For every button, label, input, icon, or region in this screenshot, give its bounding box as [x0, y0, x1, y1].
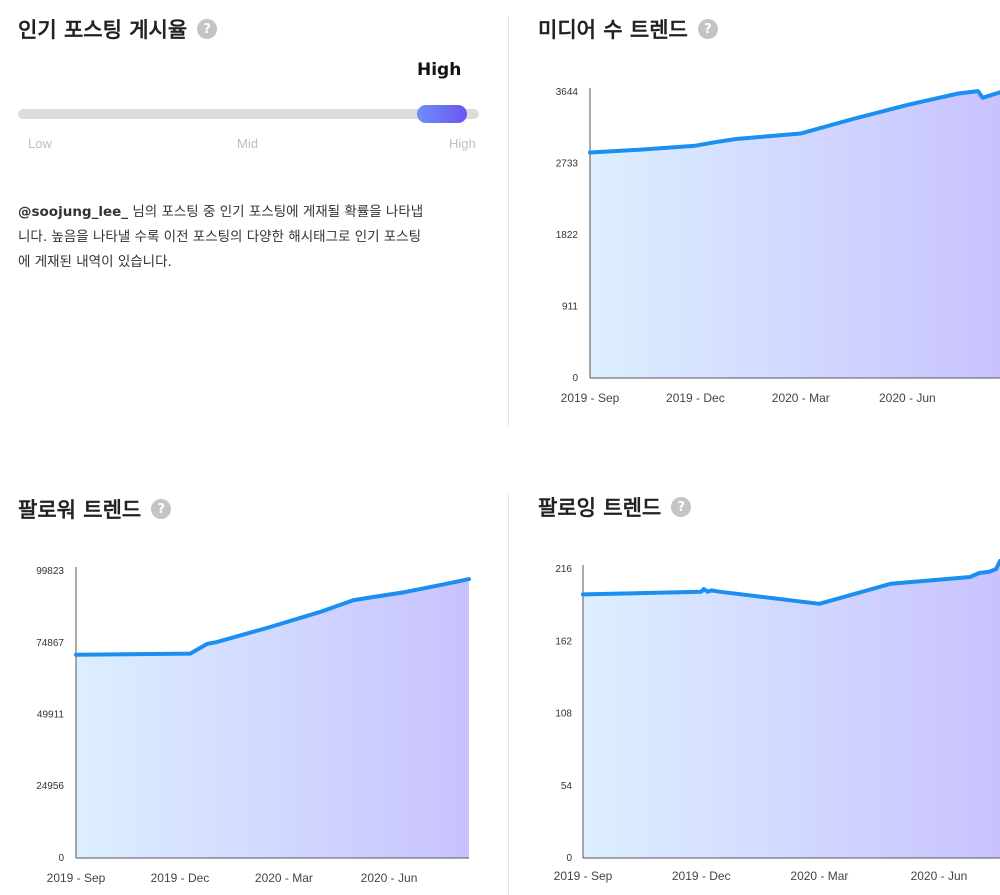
description-line-1: @soojung_lee_ 님의 포스팅 중 인기 포스팅에 게재될 확률을 나…	[18, 200, 480, 225]
y-tick-label: 0	[566, 853, 572, 864]
y-tick-label: 0	[572, 373, 578, 384]
media-trend-title: 미디어 수 트렌드 ?	[538, 14, 718, 44]
follower-trend-title-text: 팔로워 트렌드	[18, 498, 142, 522]
description-text-1: 님의 포스팅 중 인기 포스팅에 게재될 확률을 나타냅	[128, 204, 424, 220]
x-tick-label: 2019 - Sep	[47, 871, 106, 885]
rate-tick-low: Low	[28, 136, 52, 151]
y-tick-label: 108	[555, 709, 572, 720]
x-tick-label: 2020 - Mar	[772, 391, 830, 405]
y-tick-label: 0	[58, 853, 64, 864]
y-tick-label: 216	[555, 564, 572, 575]
help-icon[interactable]: ?	[697, 19, 718, 39]
x-tick-label: 2020 - Mar	[255, 871, 313, 885]
y-tick-label: 49911	[37, 710, 65, 721]
media-trend-title-text: 미디어 수 트렌드	[538, 18, 688, 42]
x-tick-label: 2020 - Mar	[790, 869, 848, 883]
rate-tick-high: High	[449, 136, 476, 151]
x-tick-label: 2019 - Dec	[672, 869, 731, 883]
y-tick-label: 2733	[556, 159, 579, 170]
following-trend-chart: 0 54 108 162 216 2019 - Sep 2019 - Dec 2020 - M…	[554, 559, 1000, 883]
area-fill-media	[590, 91, 1000, 378]
y-tick-label: 911	[562, 302, 578, 313]
x-tick-label: 2020 - Jun	[911, 869, 968, 883]
series-line-following	[581, 559, 1000, 606]
y-tick-label: 74867	[36, 638, 64, 649]
follower-trend-title: 팔로워 트렌드 ?	[18, 494, 172, 524]
rate-fill-indicator	[417, 105, 467, 123]
description-line-3: 에 게재된 내역이 있습니다.	[18, 254, 172, 270]
help-icon[interactable]: ?	[671, 497, 692, 517]
description-line-2: 니다. 높음을 나타낼 수록 이전 포스팅의 다양한 해시태그로 인기 포스팅	[18, 229, 422, 245]
rate-tick-mid: Mid	[237, 136, 258, 151]
x-tick-label: 2019 - Sep	[561, 391, 620, 405]
area-fill-following	[583, 561, 1000, 858]
media-trend-chart: 0 911 1822 2733 3644 2019 - Sep 2019 - Dec 2020…	[556, 87, 1000, 405]
x-tick-label: 2019 - Dec	[151, 871, 210, 885]
help-icon[interactable]: ?	[197, 19, 218, 39]
rate-value-label: High	[417, 60, 462, 80]
y-tick-label: 24956	[36, 781, 64, 792]
following-trend-title: 팔로잉 트렌드 ?	[538, 492, 692, 522]
x-tick-label: 2019 - Dec	[666, 391, 725, 405]
help-icon[interactable]: ?	[151, 499, 172, 519]
series-line-followers	[74, 577, 471, 657]
follower-trend-chart: 0 24956 49911 74867 99823 2019 - Sep 2019 - De…	[36, 566, 471, 885]
series-line-media	[588, 89, 1000, 155]
y-tick-label: 3644	[556, 87, 579, 98]
username-link[interactable]: @soojung_lee_	[18, 204, 129, 220]
x-tick-label: 2020 - Jun	[361, 871, 418, 885]
x-tick-label: 2020 - Jun	[879, 391, 936, 405]
y-tick-label: 99823	[36, 566, 64, 577]
rate-track	[18, 109, 479, 119]
y-tick-label: 162	[555, 636, 572, 647]
popular-rate-title: 인기 포스팅 게시율 ?	[18, 14, 218, 44]
following-trend-title-text: 팔로잉 트렌드	[538, 496, 662, 520]
x-tick-label: 2019 - Sep	[554, 869, 613, 883]
column-divider-bottom	[508, 494, 509, 895]
popular-rate-title-text: 인기 포스팅 게시율	[18, 18, 188, 42]
y-tick-label: 54	[561, 781, 573, 792]
rate-description: @soojung_lee_ 님의 포스팅 중 인기 포스팅에 게재될 확률을 나…	[18, 200, 480, 275]
y-tick-label: 1822	[556, 230, 579, 241]
column-divider-top	[508, 16, 509, 426]
area-fill-followers	[76, 579, 469, 858]
